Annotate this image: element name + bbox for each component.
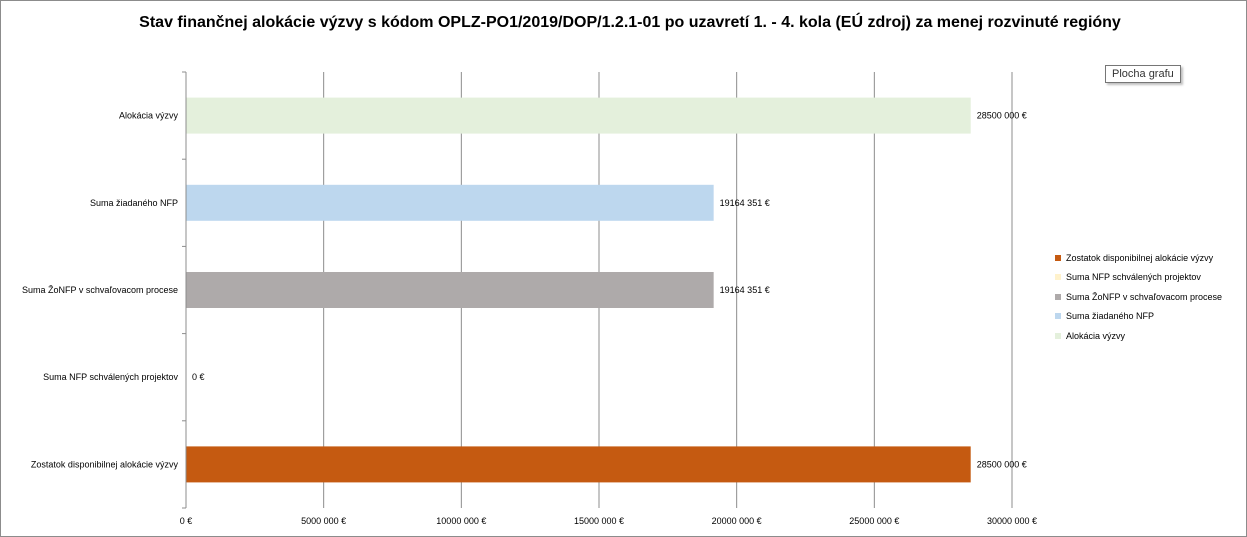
- bar-value-label: 0 €: [192, 372, 205, 382]
- legend-item: Suma NFP schválených projektov: [1055, 268, 1245, 288]
- legend-item: Suma žiadaného NFP: [1055, 307, 1245, 327]
- bar-value-label: 19164 351 €: [720, 198, 770, 208]
- legend-item: Alokácia výzvy: [1055, 326, 1245, 346]
- bar: [186, 446, 971, 483]
- x-tick-label: 10000 000 €: [436, 516, 486, 526]
- x-tick-label: 0 €: [180, 516, 193, 526]
- bar-value-label: 28500 000 €: [977, 459, 1027, 469]
- x-tick-label: 30000 000 €: [987, 516, 1037, 526]
- legend-item: Suma ŽoNFP v schvaľovacom procese: [1055, 287, 1245, 307]
- x-tick-label: 25000 000 €: [849, 516, 899, 526]
- bar: [186, 97, 971, 134]
- category-label: Suma NFP schválených projektov: [43, 372, 178, 382]
- chart-title: Stav finančnej alokácie výzvy s kódom OP…: [139, 14, 1121, 31]
- bar-value-label: 28500 000 €: [977, 111, 1027, 121]
- legend-item: Zostatok disponibilnej alokácie výzvy: [1055, 248, 1245, 268]
- legend-swatch: [1055, 274, 1061, 281]
- chart-area-tooltip: Plocha grafu: [1105, 65, 1181, 83]
- x-tick-label: 15000 000 €: [574, 516, 624, 526]
- legend: Zostatok disponibilnej alokácie výzvy Sum…: [1055, 248, 1245, 346]
- legend-label: Suma NFP schválených projektov: [1066, 272, 1201, 283]
- category-label: Alokácia výzvy: [119, 111, 179, 121]
- category-label: Suma ŽoNFP v schvaľovacom procese: [22, 285, 178, 295]
- legend-swatch: [1055, 254, 1061, 261]
- legend-swatch: [1055, 293, 1061, 300]
- bar-value-label: 19164 351 €: [720, 285, 770, 295]
- legend-label: Suma ŽoNFP v schvaľovacom procese: [1066, 291, 1223, 302]
- category-label: Zostatok disponibilnej alokácie výzvy: [31, 459, 179, 469]
- bar: [186, 272, 714, 308]
- legend-swatch: [1055, 313, 1061, 320]
- x-tick-label: 20000 000 €: [712, 516, 762, 526]
- legend-label: Zostatok disponibilnej alokácie výzvy: [1066, 252, 1214, 263]
- legend-label: Suma žiadaného NFP: [1066, 311, 1155, 322]
- bar: [186, 184, 714, 221]
- legend-swatch: [1055, 332, 1061, 339]
- legend-label: Alokácia výzvy: [1066, 330, 1126, 341]
- category-label: Suma žiadaného NFP: [90, 198, 178, 208]
- x-tick-label: 5000 000 €: [301, 516, 346, 526]
